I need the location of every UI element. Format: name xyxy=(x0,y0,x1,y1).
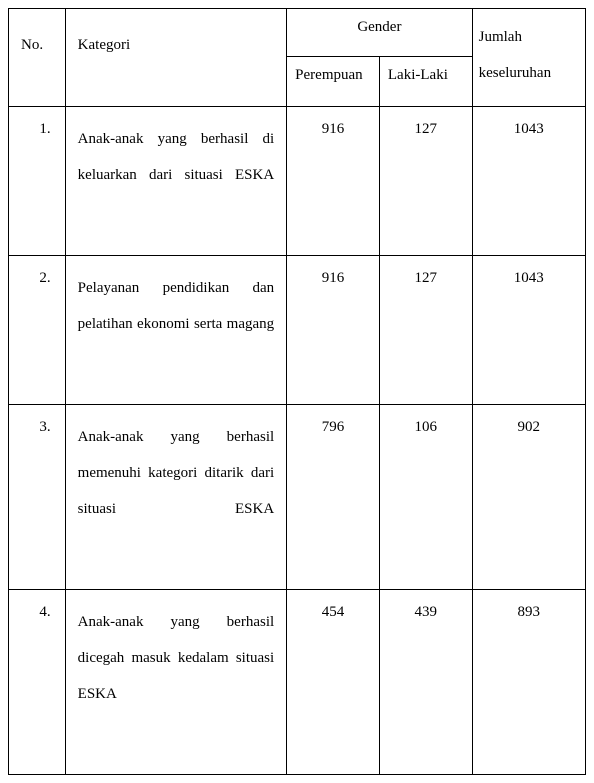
table-row: 2. Pelayanan pendidikan dan pelatihan ek… xyxy=(9,256,586,405)
header-laki: Laki-Laki xyxy=(379,57,472,107)
cell-jumlah: 1043 xyxy=(472,107,585,256)
cell-kategori: Anak-anak yang berhasil dicegah masuk ke… xyxy=(65,590,287,775)
cell-jumlah: 902 xyxy=(472,405,585,590)
cell-perempuan: 916 xyxy=(287,107,380,256)
header-jumlah: Jumlah keseluruhan xyxy=(472,9,585,107)
cell-kategori: Anak-anak yang berhasil memenuhi kategor… xyxy=(65,405,287,590)
cell-no: 3. xyxy=(9,405,66,590)
table-row: 4. Anak-anak yang berhasil dicegah masuk… xyxy=(9,590,586,775)
table-body: 1. Anak-anak yang berhasil di keluarkan … xyxy=(9,107,586,775)
header-gender: Gender xyxy=(287,9,472,57)
cell-laki: 439 xyxy=(379,590,472,775)
cell-perempuan: 454 xyxy=(287,590,380,775)
cell-perempuan: 916 xyxy=(287,256,380,405)
cell-no: 4. xyxy=(9,590,66,775)
header-no: No. xyxy=(9,9,66,107)
cell-kategori: Pelayanan pendidikan dan pelatihan ekono… xyxy=(65,256,287,405)
cell-jumlah: 1043 xyxy=(472,256,585,405)
header-jumlah-line2: keseluruhan xyxy=(479,65,551,81)
cell-laki: 127 xyxy=(379,107,472,256)
cell-kategori: Anak-anak yang berhasil di keluarkan dar… xyxy=(65,107,287,256)
cell-no: 1. xyxy=(9,107,66,256)
cell-jumlah: 893 xyxy=(472,590,585,775)
table-head: No. Kategori Gender Jumlah keseluruhan P… xyxy=(9,9,586,107)
header-row-1: No. Kategori Gender Jumlah keseluruhan xyxy=(9,9,586,57)
header-kategori: Kategori xyxy=(65,9,287,107)
table-row: 1. Anak-anak yang berhasil di keluarkan … xyxy=(9,107,586,256)
table-row: 3. Anak-anak yang berhasil memenuhi kate… xyxy=(9,405,586,590)
cell-laki: 127 xyxy=(379,256,472,405)
cell-no: 2. xyxy=(9,256,66,405)
cell-perempuan: 796 xyxy=(287,405,380,590)
data-table: No. Kategori Gender Jumlah keseluruhan P… xyxy=(8,8,586,775)
cell-laki: 106 xyxy=(379,405,472,590)
header-perempuan: Perempuan xyxy=(287,57,380,107)
header-jumlah-line1: Jumlah xyxy=(479,29,522,45)
